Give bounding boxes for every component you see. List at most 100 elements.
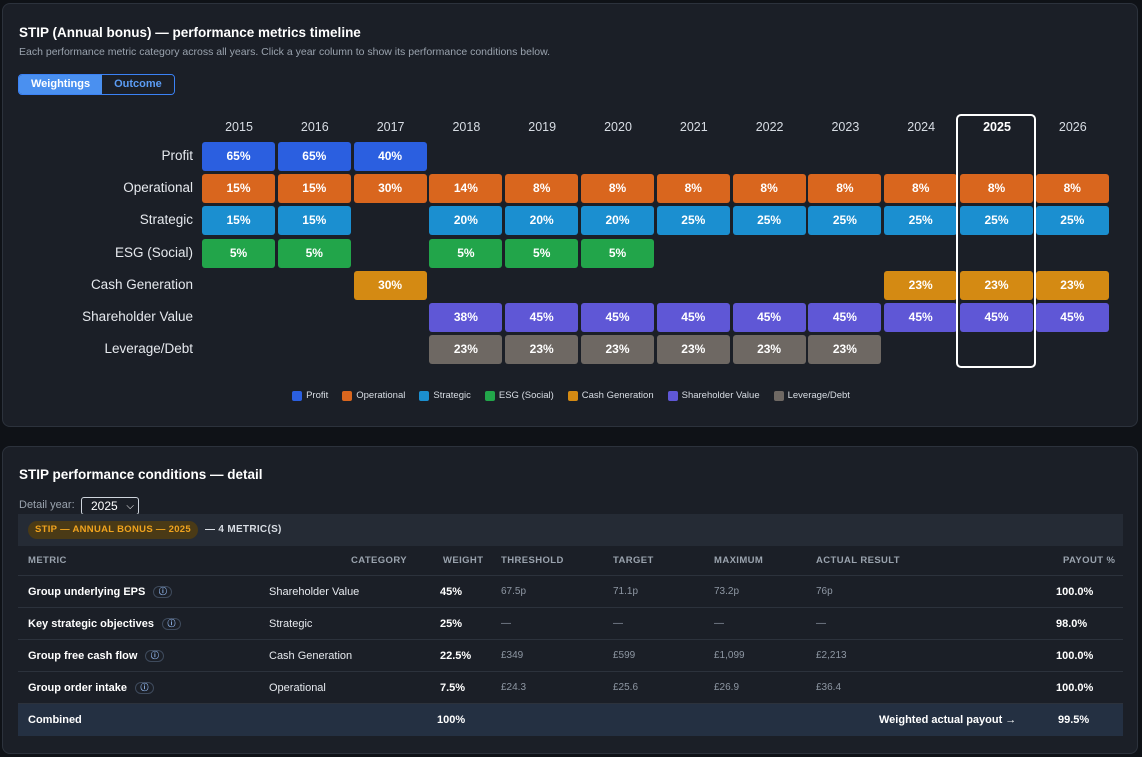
metric-cell[interactable]: 45% [884, 303, 958, 332]
threshold-value: — [501, 618, 511, 629]
year-header[interactable]: 2020 [604, 120, 632, 134]
metric-cell[interactable]: 5% [277, 238, 351, 268]
metric-row-label: Shareholder Value [82, 309, 193, 324]
maximum-value: £1,099 [714, 650, 745, 661]
metric-cell[interactable]: 15% [277, 206, 351, 236]
year-header[interactable]: 2022 [755, 120, 784, 134]
metric-cell[interactable]: 14% [429, 174, 503, 204]
metric-cell[interactable]: 5% [581, 238, 654, 268]
metric-cell[interactable]: 25% [960, 206, 1033, 236]
info-icon[interactable]: ⓘ [153, 585, 173, 598]
metric-cell[interactable]: 45% [656, 303, 730, 332]
metric-cell[interactable]: 8% [960, 174, 1033, 204]
metric-cell[interactable]: 8% [581, 174, 654, 204]
metric-cell[interactable]: 25% [808, 206, 882, 236]
metric-cell[interactable]: 5% [505, 238, 579, 268]
year-header[interactable]: 2023 [831, 120, 860, 134]
metric-cell[interactable]: 8% [884, 174, 958, 204]
metric-cell[interactable]: 38% [429, 303, 503, 332]
metric-cell[interactable]: 23% [656, 335, 730, 365]
legend-swatch [567, 390, 578, 401]
year-header[interactable]: 2018 [452, 120, 481, 134]
col-actual: ACTUAL RESULT [816, 555, 901, 566]
metric-cell[interactable]: 65% [277, 142, 351, 171]
cell-payout: 100.0% [1056, 672, 1093, 703]
metric-cell[interactable]: 65% [202, 142, 275, 171]
outcome-toggle-button[interactable]: Outcome [102, 75, 174, 94]
metric-cell[interactable]: 23% [1035, 270, 1109, 300]
year-header[interactable]: 2019 [528, 120, 557, 134]
year-header[interactable]: 2017 [376, 120, 405, 134]
metric-cell[interactable]: 8% [656, 174, 730, 204]
metric-cell[interactable]: 8% [808, 174, 882, 204]
col-weight: WEIGHT [443, 555, 484, 566]
metric-cell[interactable]: 8% [1035, 174, 1109, 204]
detail-panel: STIP performance conditions — detail Det… [2, 446, 1138, 754]
metric-cell[interactable]: 45% [808, 303, 882, 332]
metric-cell[interactable]: 30% [353, 270, 427, 300]
metric-cell[interactable]: 23% [884, 270, 958, 300]
cell-target: £599 [613, 640, 635, 671]
year-header[interactable]: 2016 [300, 120, 329, 134]
combined-weight: 100% [437, 714, 466, 726]
legend-swatch [484, 390, 495, 401]
metric-cell[interactable]: 15% [202, 174, 275, 204]
legend-item: Shareholder Value [667, 390, 760, 401]
target-value: £25.6 [613, 682, 639, 693]
maximum-value: 73.2p [714, 586, 740, 597]
category-value: Strategic [269, 617, 313, 630]
metric-cell[interactable]: 20% [429, 206, 503, 236]
detail-year-select[interactable]: 2025 ⌵ [81, 497, 139, 515]
legend-label: ESG (Social) [498, 390, 554, 401]
cell-threshold: £24.3 [501, 672, 526, 703]
year-header[interactable]: 2015 [225, 120, 253, 134]
metric-cell[interactable]: 23% [732, 335, 806, 365]
combined-row: Combined 100% Weighted actual payout → 9… [18, 704, 1123, 736]
weight-value: 25% [440, 617, 463, 630]
metric-cell[interactable]: 23% [808, 335, 882, 365]
cell-category: Strategic [269, 608, 312, 639]
cell-maximum: £26.9 [714, 672, 739, 703]
metric-cell[interactable]: 25% [1035, 206, 1109, 236]
metric-cell[interactable]: 23% [505, 335, 579, 365]
metric-cell[interactable]: 25% [884, 206, 958, 236]
metric-value: Key strategic objectives [28, 617, 154, 630]
metric-cell[interactable]: 45% [960, 303, 1033, 332]
info-icon[interactable]: ⓘ [135, 681, 155, 694]
metric-cell[interactable]: 25% [732, 206, 806, 236]
metric-value: Group free cash flow [28, 649, 138, 662]
metric-cell[interactable]: 25% [656, 206, 730, 236]
metric-cell[interactable]: 5% [429, 238, 503, 268]
table-body: Group underlying EPS ⓘ Shareholder Value 45… [18, 576, 1123, 704]
cell-payout: 98.0% [1056, 608, 1087, 639]
metric-cell[interactable]: 40% [353, 142, 427, 171]
metric-cell[interactable]: 5% [202, 238, 275, 268]
info-icon[interactable]: ⓘ [145, 649, 165, 662]
metric-cell[interactable]: 30% [353, 174, 427, 204]
metric-cell[interactable]: 15% [202, 206, 275, 236]
metric-cell[interactable]: 8% [732, 174, 806, 204]
metric-cell[interactable]: 45% [581, 303, 654, 332]
metric-cell[interactable]: 20% [581, 206, 654, 236]
metric-cell[interactable]: 23% [960, 270, 1033, 300]
cell-category: Cash Generation [269, 640, 352, 671]
metric-cell[interactable]: 45% [732, 303, 806, 332]
threshold-value: £24.3 [501, 682, 527, 693]
metric-cell[interactable]: 45% [1035, 303, 1109, 332]
metric-cell[interactable]: 8% [505, 174, 579, 204]
col-maximum: MAXIMUM [714, 555, 764, 566]
metric-cell[interactable]: 15% [277, 174, 351, 204]
cell-target: 71.1p [613, 576, 638, 607]
year-header[interactable]: 2024 [907, 120, 936, 134]
metric-cell[interactable]: 23% [429, 335, 503, 365]
weightings-toggle-button[interactable]: Weightings [19, 75, 103, 94]
metric-cell[interactable]: 20% [505, 206, 579, 236]
metric-cell[interactable]: 45% [505, 303, 579, 332]
year-header[interactable]: 2026 [1058, 120, 1087, 134]
metric-value: Group order intake [28, 681, 128, 694]
target-value: £599 [613, 650, 636, 661]
info-icon[interactable]: ⓘ [161, 617, 181, 630]
metric-cell[interactable]: 23% [581, 335, 654, 365]
year-header[interactable]: 2025 [983, 120, 1011, 134]
year-header[interactable]: 2021 [679, 120, 708, 134]
